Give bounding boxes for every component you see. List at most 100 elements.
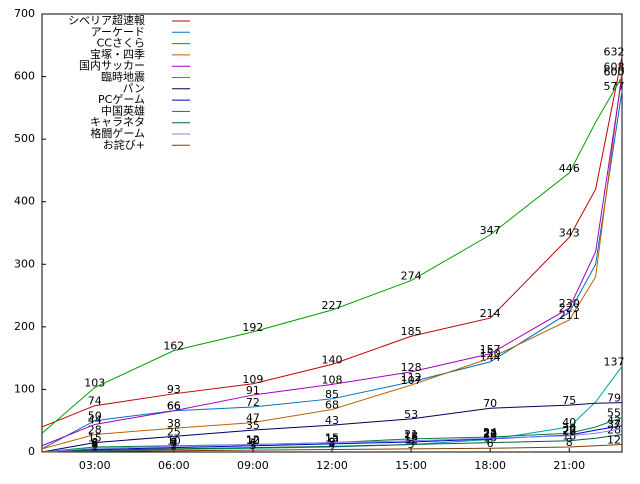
y-tick-label: 200 (14, 320, 35, 333)
data-label: 18 (562, 430, 576, 443)
legend-label: 宝塚・四季 (90, 47, 145, 61)
data-label: 74 (88, 395, 102, 408)
data-label: 107 (401, 374, 422, 387)
data-label: 53 (404, 408, 418, 421)
data-label: 5 (408, 438, 415, 451)
data-label: 2 (170, 440, 177, 453)
data-label: 9 (170, 435, 177, 448)
data-label: 22 (483, 427, 497, 440)
data-label: 608 (604, 61, 625, 74)
data-label: 128 (401, 361, 422, 374)
data-label: 15 (325, 432, 339, 445)
data-label: 12 (404, 433, 418, 446)
data-label: 185 (401, 325, 422, 338)
data-label: 3 (91, 439, 98, 452)
data-label: 4 (329, 438, 336, 451)
data-label: 91 (246, 384, 260, 397)
data-label: 8 (566, 436, 573, 449)
data-label: 162 (163, 340, 184, 353)
series-line (41, 71, 623, 450)
data-label: 12 (607, 433, 621, 446)
data-label: 3 (249, 439, 256, 452)
data-label: 47 (246, 412, 260, 425)
data-label: 140 (322, 353, 343, 366)
x-tick-label: 06:00 (158, 459, 190, 472)
data-label: 21 (404, 428, 418, 441)
data-label: 12 (246, 433, 260, 446)
data-label: 37 (607, 418, 621, 431)
data-label: 66 (167, 400, 181, 413)
series-line (41, 433, 623, 453)
legend-label: PCゲーム (98, 93, 145, 106)
series-line (41, 56, 623, 428)
x-tick-label: 09:00 (237, 459, 269, 472)
data-label: 18 (404, 430, 418, 443)
data-label: 93 (167, 383, 181, 396)
y-tick-label: 0 (28, 445, 35, 458)
series-line (41, 425, 623, 453)
data-label: 35 (246, 419, 260, 432)
data-label: 144 (480, 351, 501, 364)
data-label: 28 (88, 423, 102, 436)
data-label: 1 (91, 440, 98, 453)
data-label: 632 (604, 46, 625, 59)
legend-label: 格闘ゲーム (90, 126, 145, 140)
data-label: 15 (325, 432, 339, 445)
data-label: 600 (604, 66, 625, 79)
series-line (41, 76, 623, 434)
y-tick-label: 400 (14, 195, 35, 208)
data-label: 12 (404, 433, 418, 446)
data-label: 68 (325, 398, 339, 411)
data-label: 4 (91, 438, 98, 451)
series-line (41, 417, 623, 453)
x-tick-label: 18:00 (474, 459, 506, 472)
y-tick-label: 600 (14, 70, 35, 83)
data-label: 40 (562, 416, 576, 429)
y-tick-label: 300 (14, 257, 35, 270)
data-label: 4 (170, 438, 177, 451)
data-label: 10 (167, 435, 181, 448)
legend-label: CCさくら (97, 37, 145, 50)
series-line (41, 402, 623, 453)
data-label: 75 (562, 394, 576, 407)
x-tick-label: 21:00 (553, 459, 585, 472)
data-label: 211 (559, 309, 580, 322)
data-label: 600 (604, 66, 625, 79)
data-label: 2 (91, 440, 98, 453)
data-label: 42 (607, 415, 621, 428)
x-tick-label: 15:00 (395, 459, 427, 472)
data-label: 25 (167, 425, 181, 438)
data-label: 6 (249, 437, 256, 450)
legend-label: アーケード (91, 25, 145, 38)
series-line (41, 76, 623, 447)
data-label: 274 (401, 270, 422, 283)
data-label: 192 (242, 321, 263, 334)
data-label: 112 (401, 371, 422, 384)
data-label: 12 (246, 433, 260, 446)
data-label: 66 (167, 400, 181, 413)
data-label: 70 (483, 397, 497, 410)
legend-label: 臨時地震 (101, 71, 145, 84)
data-label: 214 (480, 307, 501, 320)
series-line (41, 90, 623, 450)
data-label: 21 (483, 428, 497, 441)
data-label: 7 (170, 437, 177, 450)
y-tick-label: 100 (14, 382, 35, 395)
data-label: 9 (329, 435, 336, 448)
series-line (41, 443, 623, 453)
data-label: 50 (88, 410, 102, 423)
data-label: 79 (607, 392, 621, 405)
data-label: 103 (84, 377, 105, 390)
data-label: 343 (559, 226, 580, 239)
data-label: 6 (487, 437, 494, 450)
x-tick-label: 12:00 (316, 459, 348, 472)
data-label: 5 (170, 438, 177, 451)
data-label: 137 (604, 355, 625, 368)
data-label: 15 (88, 432, 102, 445)
data-label: 157 (480, 343, 501, 356)
y-tick-label: 500 (14, 132, 35, 145)
data-label: 26 (562, 425, 576, 438)
data-label: 7 (249, 437, 256, 450)
series-line (41, 428, 623, 453)
data-label: 109 (242, 373, 263, 386)
